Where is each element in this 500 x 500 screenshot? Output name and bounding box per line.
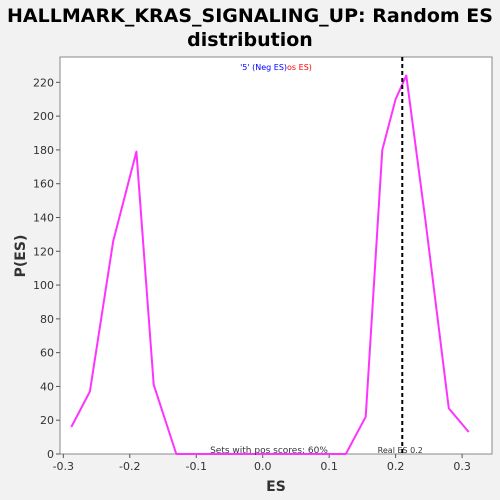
y-tick-label: 0: [47, 448, 54, 461]
x-tick-label: 0.0: [254, 460, 272, 473]
x-tick-label: -0.2: [119, 460, 140, 473]
y-tick-label: 220: [33, 76, 54, 89]
real-es-label: Real ES 0.2: [378, 446, 423, 455]
x-tick-label: -0.1: [186, 460, 207, 473]
y-tick-label: 40: [40, 380, 54, 393]
x-tick-label: 0.2: [387, 460, 405, 473]
y-tick-label: 120: [33, 245, 54, 258]
y-tick-label: 100: [33, 279, 54, 292]
x-axis: -0.3 -0.2 -0.1 0.0 0.1 0.2 0.3: [53, 454, 471, 473]
chart-title-line1: HALLMARK_KRAS_SIGNALING_UP: Random ES: [7, 5, 493, 27]
legend-pos-es: os ES): [287, 63, 312, 72]
y-tick-label: 20: [40, 414, 54, 427]
y-tick-label: 160: [33, 178, 54, 191]
x-tick-label: -0.3: [53, 460, 74, 473]
x-tick-label: 0.3: [453, 460, 471, 473]
pos-scores-annotation: Sets with pos scores: 60%: [210, 446, 328, 456]
chart-title-line2: distribution: [187, 29, 313, 51]
legend: '5' (Neg ES)os ES): [240, 63, 312, 72]
y-axis: 0 20 40 60 80 100 120 140 160 180 200 220: [33, 76, 60, 461]
y-tick-label: 80: [40, 313, 54, 326]
y-axis-label: P(ES): [13, 235, 29, 278]
y-tick-label: 140: [33, 211, 54, 224]
x-tick-label: 0.1: [320, 460, 338, 473]
y-tick-label: 200: [33, 110, 54, 123]
y-tick-label: 60: [40, 347, 54, 360]
legend-neg-es: '5' (Neg ES): [240, 63, 287, 72]
x-axis-label: ES: [266, 479, 286, 495]
series-group: [70, 74, 470, 455]
plot-area: [59, 56, 493, 455]
series-line: [70, 74, 470, 455]
y-tick-label: 180: [33, 144, 54, 157]
